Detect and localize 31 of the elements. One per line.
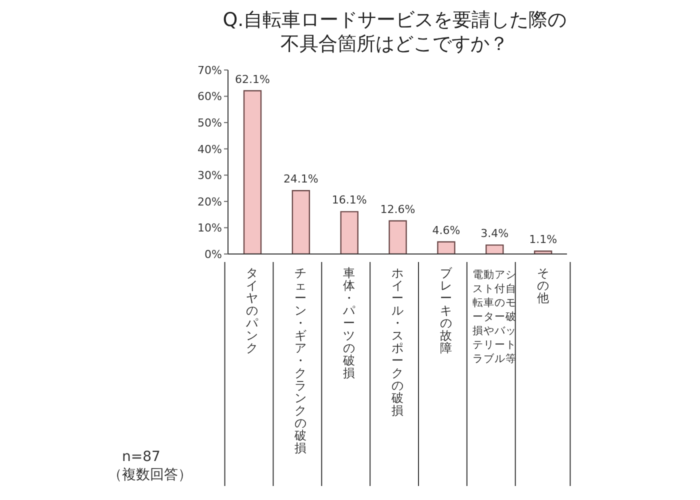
bar	[437, 241, 456, 254]
y-tick-label: 50%	[198, 116, 222, 130]
bar	[340, 211, 358, 254]
data-label: 4.6%	[432, 224, 460, 237]
data-label: 1.1%	[529, 233, 558, 246]
data-label: 24.1%	[283, 172, 318, 186]
text: n=87	[122, 448, 162, 466]
data-label: 3.4%	[480, 227, 509, 240]
y-tick-label: 70%	[198, 64, 222, 77]
data-label: 62.1%	[235, 72, 270, 86]
bar	[243, 90, 262, 254]
bar	[388, 220, 407, 254]
y-tick-label: 10%	[198, 222, 222, 235]
chart-title: Q.自転車ロードサービスを要請した際の不具合箇所はどこですか？	[222, 8, 568, 56]
category-label: 車体・パーツの破損	[343, 266, 356, 380]
y-tick-label: 40%	[198, 142, 222, 156]
bar	[486, 244, 504, 254]
y-tick-label: 60%	[198, 90, 222, 104]
category-label: ホイール・スポークの破損	[392, 266, 404, 418]
x-tick-label: その他	[536, 266, 549, 305]
category-label: チェーン・ギア・クランクの破損	[294, 266, 307, 455]
y-tick-label: 0%	[204, 248, 222, 261]
y-tick-label: 30%	[198, 169, 222, 182]
text: （複数回答）	[108, 466, 192, 484]
data-label: 16.1%	[332, 194, 367, 207]
x-tick-label: 電動アシスト付自転車のモーター破損やバッテリートラブル等	[472, 269, 516, 365]
y-tick-label: 20%	[198, 195, 222, 208]
data-label: 12.6%	[380, 202, 416, 216]
x-tick-label: ブレーキの故障	[440, 266, 453, 355]
x-tick-label: タイヤのパンク	[245, 266, 260, 355]
bar	[292, 190, 310, 254]
